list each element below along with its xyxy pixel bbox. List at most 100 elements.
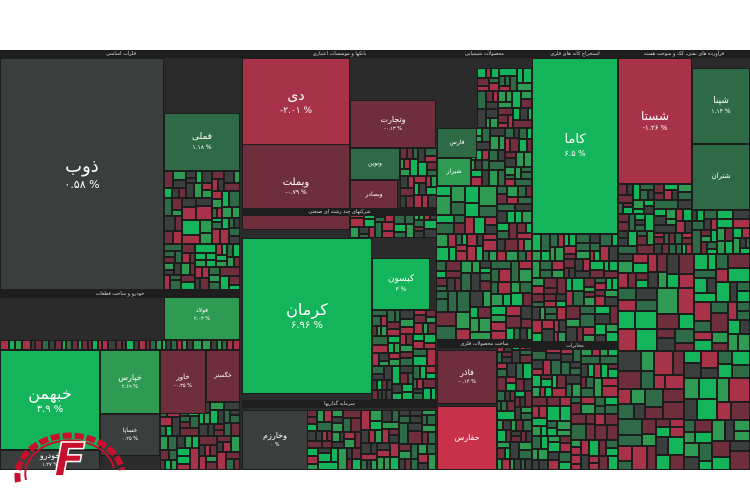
stock-tile-small[interactable] xyxy=(663,402,684,419)
stock-tile-small[interactable] xyxy=(545,307,557,314)
stock-tile-small[interactable] xyxy=(418,162,427,176)
stock-tile-small[interactable] xyxy=(364,219,375,227)
stock-tile-small[interactable] xyxy=(566,278,572,291)
stock-tile-small[interactable] xyxy=(618,222,629,231)
stock-tile-small[interactable] xyxy=(414,183,419,195)
stock-tile-small[interactable] xyxy=(717,210,733,219)
stock-tile[interactable]: شپنا ۱.۱۴ % xyxy=(692,68,750,144)
stock-tile-small[interactable] xyxy=(708,254,716,270)
stock-tile-small[interactable] xyxy=(224,183,240,191)
stock-tile-small[interactable] xyxy=(379,361,389,366)
stock-tile-small[interactable] xyxy=(350,227,359,238)
stock-tile-small[interactable] xyxy=(382,222,394,231)
stock-tile-small[interactable] xyxy=(483,251,489,261)
stock-tile-small[interactable] xyxy=(527,139,532,152)
stock-tile-small[interactable] xyxy=(389,359,400,366)
stock-tile-small[interactable] xyxy=(165,460,171,470)
stock-tile-small[interactable] xyxy=(491,306,506,315)
stock-tile-small[interactable] xyxy=(577,327,583,342)
stock-tile-small[interactable] xyxy=(606,324,618,332)
stock-tile-small[interactable] xyxy=(477,78,489,86)
stock-tile-small[interactable] xyxy=(498,150,505,161)
stock-tile-small[interactable] xyxy=(654,184,664,193)
stock-tile-small[interactable] xyxy=(171,460,177,470)
stock-tile-small[interactable] xyxy=(548,452,559,460)
stock-tile-small[interactable] xyxy=(160,450,169,460)
stock-tile-small[interactable] xyxy=(648,272,658,288)
stock-tile-small[interactable] xyxy=(332,410,343,417)
stock-tile-small[interactable] xyxy=(513,120,532,128)
stock-tile-small[interactable] xyxy=(489,251,497,261)
stock-tile-small[interactable] xyxy=(82,340,88,350)
stock-tile-small[interactable] xyxy=(728,320,740,334)
stock-tile-small[interactable] xyxy=(227,340,233,350)
stock-tile-small[interactable] xyxy=(480,281,491,291)
stock-tile-small[interactable] xyxy=(499,76,505,86)
stock-tile-small[interactable] xyxy=(684,420,695,432)
stock-tile-small[interactable] xyxy=(426,317,436,323)
stock-tile-small[interactable] xyxy=(595,324,606,335)
stock-tile-small[interactable] xyxy=(344,432,355,439)
stock-tile-small[interactable] xyxy=(122,340,126,350)
stock-tile-small[interactable] xyxy=(636,300,657,311)
stock-tile-small[interactable] xyxy=(414,195,422,208)
stock-tile-small[interactable] xyxy=(635,220,645,225)
stock-tile-small[interactable] xyxy=(522,211,532,223)
stock-tile-small[interactable] xyxy=(665,375,684,389)
stock-tile-small[interactable] xyxy=(532,436,541,449)
stock-tile-small[interactable] xyxy=(410,416,422,423)
stock-tile-small[interactable] xyxy=(520,282,532,293)
stock-tile-small[interactable] xyxy=(605,405,618,414)
stock-tile-small[interactable] xyxy=(697,210,704,221)
stock-tile-small[interactable] xyxy=(387,310,395,322)
stock-tile-small[interactable] xyxy=(414,310,426,315)
stock-tile-small[interactable] xyxy=(737,311,750,320)
stock-tile-small[interactable] xyxy=(561,354,573,362)
stock-tile-small[interactable] xyxy=(399,459,405,470)
stock-tile-small[interactable] xyxy=(196,171,202,183)
stock-tile-small[interactable] xyxy=(426,373,436,379)
stock-tile-small[interactable] xyxy=(701,236,711,242)
stock-tile-small[interactable] xyxy=(212,171,224,179)
stock-tile-small[interactable] xyxy=(372,366,384,374)
stock-tile-small[interactable] xyxy=(372,353,379,366)
stock-tile-small[interactable] xyxy=(636,273,648,280)
stock-tile-small[interactable] xyxy=(477,91,486,109)
stock-tile-small[interactable] xyxy=(712,332,728,343)
stock-tile-small[interactable] xyxy=(497,239,505,251)
stock-tile-small[interactable] xyxy=(418,454,428,463)
stock-tile-small[interactable] xyxy=(168,436,177,450)
stock-tile-small[interactable] xyxy=(707,278,716,293)
stock-tile-small[interactable] xyxy=(636,280,648,288)
stock-tile-small[interactable] xyxy=(519,442,532,450)
stock-tile-small[interactable] xyxy=(497,363,507,369)
stock-tile-small[interactable] xyxy=(586,424,595,440)
stock-tile-small[interactable] xyxy=(474,217,485,234)
stock-tile-small[interactable] xyxy=(497,251,506,261)
stock-tile-small[interactable] xyxy=(701,230,711,236)
stock-tile-small[interactable] xyxy=(382,380,387,390)
stock-tile-small[interactable] xyxy=(489,78,499,83)
stock-tile-small[interactable] xyxy=(557,375,566,388)
stock-tile-small[interactable] xyxy=(526,431,532,442)
stock-tile-small[interactable] xyxy=(428,323,436,334)
stock-tile-small[interactable] xyxy=(413,334,424,341)
stock-tile-small[interactable] xyxy=(595,306,610,314)
stock-tile-small[interactable] xyxy=(200,233,212,244)
stock-tile-small[interactable] xyxy=(422,425,436,432)
stock-tile-small[interactable] xyxy=(224,171,234,183)
stock-tile-small[interactable] xyxy=(711,302,728,313)
stock-tile-small[interactable] xyxy=(511,420,516,431)
stock-tile-small[interactable] xyxy=(230,415,240,423)
stock-tile-small[interactable] xyxy=(618,195,633,203)
stock-tile-small[interactable] xyxy=(384,366,392,380)
stock-tile-small[interactable] xyxy=(573,291,584,306)
stock-tile[interactable]: وبصادر xyxy=(350,180,398,210)
stock-tile-small[interactable] xyxy=(581,356,600,364)
stock-tile-small[interactable] xyxy=(583,327,595,335)
stock-tile-small[interactable] xyxy=(199,436,217,445)
stock-tile-small[interactable] xyxy=(202,183,212,190)
stock-tile-small[interactable] xyxy=(454,223,465,234)
stock-tile-small[interactable] xyxy=(350,218,364,227)
stock-tile-small[interactable] xyxy=(181,282,195,290)
